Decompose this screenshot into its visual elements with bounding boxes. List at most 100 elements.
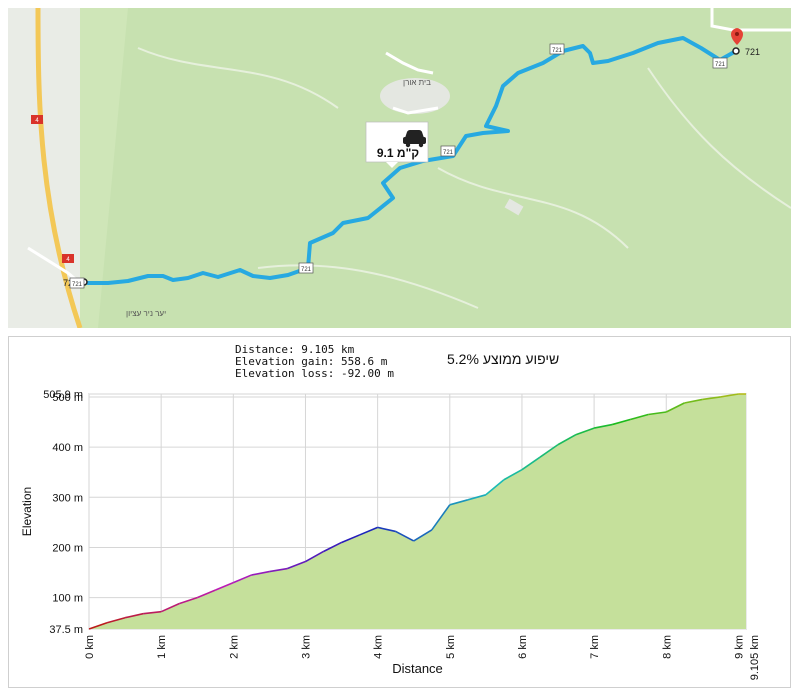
y-axis-label: Elevation [20,487,34,536]
elevation-line-segment [359,526,378,536]
elevation-line-segment [629,413,649,421]
distance-label: 9.1 ק"מ [377,146,419,160]
elevation-line-segment [593,423,613,429]
highway-shield-number: 4 [35,118,39,124]
elevation-line-segment [269,567,288,573]
map-view[interactable]: 721 721 721 721 721 721 721 4 4 [8,8,791,328]
forest-area [98,8,791,328]
stat-distance: Distance: 9.105 km [235,343,355,356]
elevation-line-segment [539,443,559,458]
elevation-line-segment [305,550,324,563]
x-tick-label: 9.105 km [749,635,761,680]
village-area [380,78,450,114]
end-road-label: 721 [745,47,760,57]
elevation-line-segment [449,499,469,506]
map-pin-icon[interactable] [731,28,743,45]
elevation-line-segment [557,433,577,446]
x-tick-label: 9 km [733,635,745,659]
terrain-path [437,167,629,249]
place-label-forest: יער ניר עציון [126,309,166,318]
highway-shield: 4 [62,254,74,263]
stat-elevation-loss: Elevation loss: -92.00 m [235,367,394,380]
elevation-line-segment [143,610,162,615]
x-tick-label: 1 km [156,635,168,659]
place-label-beit-oren: בית אורן [403,78,431,87]
elevation-line-segment [575,427,595,436]
elevation-line-segment [323,541,342,553]
y-tick-label: 200 m [52,542,83,554]
highway-road [35,8,83,328]
route-stats: Distance: 9.105 km Elevation gain: 558.6… [235,344,394,380]
x-tick-label: 2 km [228,635,240,659]
road-shield-number: 721 [552,48,563,54]
elevation-area [89,394,746,629]
elevation-line-segment [467,494,487,501]
elevation-line-segment [196,589,216,599]
y-tick-label: 100 m [52,593,83,605]
elevation-line-segment [341,534,360,544]
elevation-line-segment [648,411,667,416]
x-tick-label: 5 km [445,635,457,659]
elevation-line-segment [720,393,739,398]
y-tick-label: 505.9 m [43,389,83,401]
terrain-path [257,264,479,309]
x-tick-label: 7 km [589,635,601,659]
distance-callout[interactable]: 9.1 ק"מ [365,121,429,168]
elevation-line-segment [287,560,306,570]
route-end-marker[interactable] [732,47,740,55]
road-shield: 721 [298,262,314,274]
elevation-line-segment [611,418,631,426]
elevation-line-segment [503,469,523,481]
elevation-line-segment [214,581,234,591]
road-shield: 721 [712,57,728,69]
elevation-line-segment [665,402,685,413]
road-to-east [710,8,791,32]
stat-elevation-gain: Elevation gain: 558.6 m [235,355,388,368]
road-shield-number: 721 [301,267,312,273]
highway-shield: 4 [31,115,43,124]
road-shield-number: 721 [715,62,726,68]
y-tick-label: 300 m [52,492,83,504]
highway-shield-number: 4 [66,257,70,263]
terrain-path [647,67,791,209]
elevation-line-segment [251,570,270,576]
elevation-line-segment [395,530,415,542]
map-canvas[interactable]: 721 721 721 721 721 721 721 4 4 [8,8,791,328]
elevation-line-segment [178,596,198,605]
route-line [86,36,738,285]
elevation-line-segment [160,602,180,613]
average-grade: 5.2% שיפוע ממוצע [447,351,560,367]
building-footprint [504,198,524,216]
x-tick-label: 8 km [661,635,673,659]
road-shield-number: 721 [443,150,454,156]
car-icon [403,130,426,148]
x-tick-label: 0 km [84,635,96,659]
road-shield-number: 721 [72,282,83,288]
y-tick-label: 37.5 m [49,624,83,636]
road-shield: 721 [440,145,456,157]
village-road [385,51,434,75]
x-tick-label: 4 km [373,635,385,659]
elevation-line-segment [431,504,451,531]
x-axis-label: Distance [392,661,443,676]
x-tick-label: 6 km [517,635,529,659]
elevation-line-segment [521,456,541,471]
y-tick-label: 500 m [52,392,83,404]
elevation-line-segment [233,574,252,584]
village-road [392,106,439,115]
y-tick-label: 400 m [52,442,83,454]
elevation-line-segment [106,616,126,624]
elevation-line-segment [485,479,505,496]
road-shield: 721 [549,43,565,55]
elevation-line-segment [377,526,396,533]
elevation-line-segment [88,621,108,630]
elevation-line-segment [413,529,433,542]
elevation-profile-panel: Distance: 9.105 km Elevation gain: 558.6… [8,336,791,688]
elevation-line-segment [702,396,721,401]
road-shield: 721 [69,277,85,289]
elevation-line-segment [124,612,144,619]
x-tick-label: 3 km [300,635,312,659]
terrain-path [137,47,339,109]
elevation-line-segment [684,398,703,404]
